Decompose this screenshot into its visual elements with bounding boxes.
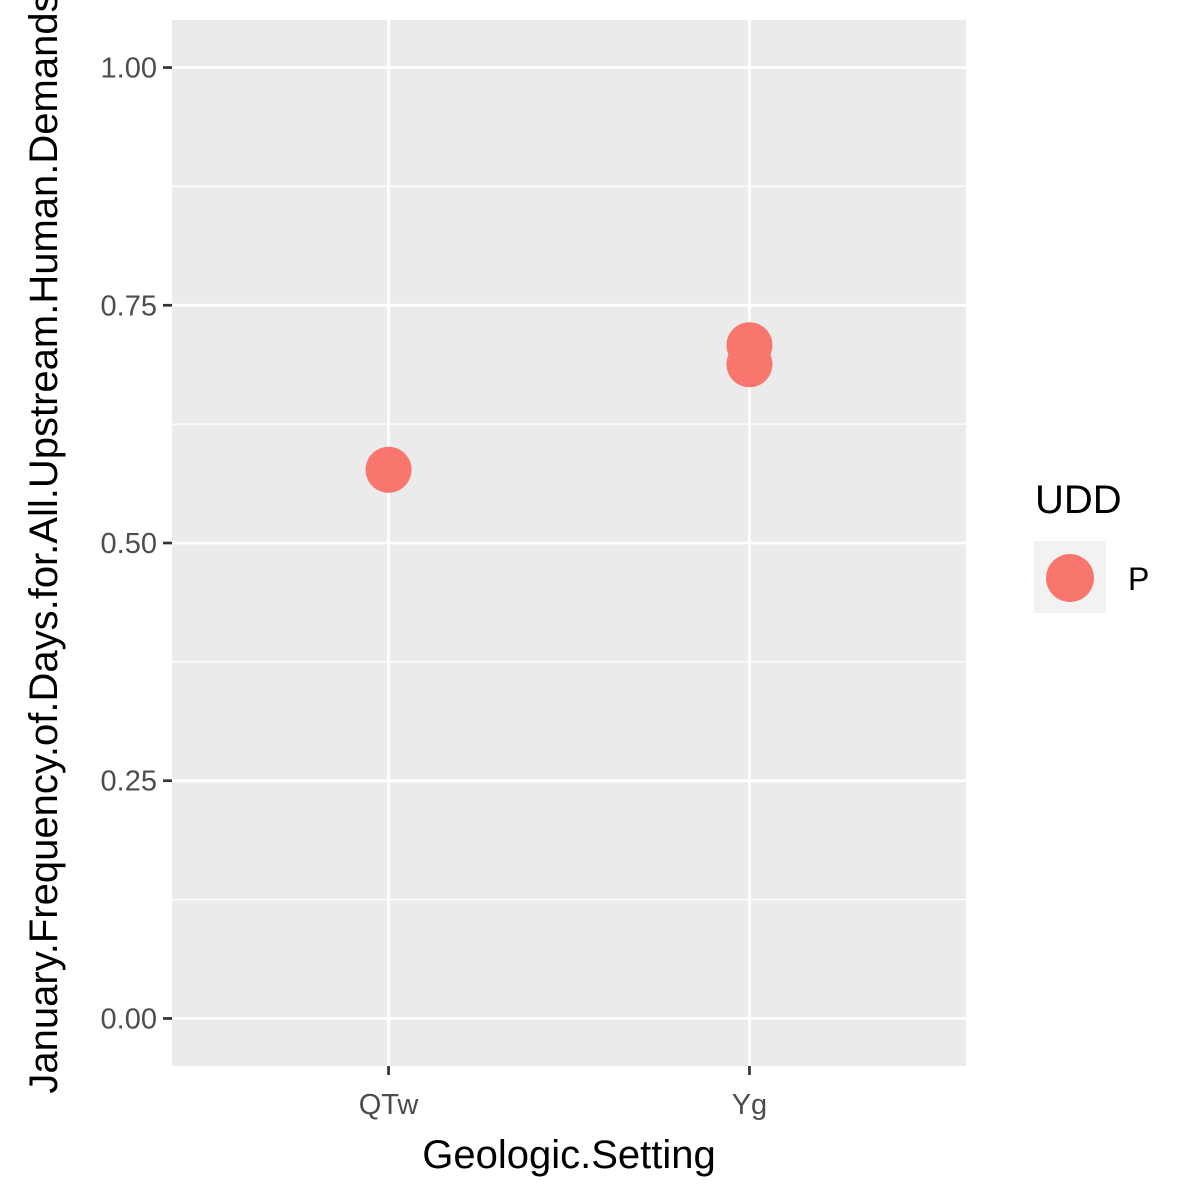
legend-label-p: P (1128, 561, 1149, 597)
y-axis-title: January.Frequency.of.Days.for.All.Upstre… (22, 0, 66, 1094)
y-tick-label: 0.00 (101, 1003, 157, 1035)
data-point (365, 446, 412, 493)
y-tick-label: 1.00 (101, 53, 157, 85)
x-tick-label: QTw (359, 1089, 420, 1121)
x-axis-title: Geologic.Setting (422, 1133, 716, 1177)
legend-title: UDD (1035, 478, 1122, 522)
x-tick-label: Yg (732, 1089, 767, 1121)
data-points (365, 322, 773, 493)
grid-minor (172, 185, 966, 901)
legend: UDD P (1034, 478, 1149, 613)
y-axis: 0.00 0.25 0.50 0.75 1.00 (101, 53, 172, 1035)
y-tick-label: 0.25 (101, 766, 157, 798)
x-axis: QTw Yg (359, 1066, 767, 1121)
legend-key-point (1046, 554, 1094, 602)
data-point (726, 341, 773, 388)
y-tick-label: 0.75 (101, 290, 157, 322)
grid-major (172, 20, 966, 1066)
y-tick-label: 0.50 (101, 528, 157, 560)
